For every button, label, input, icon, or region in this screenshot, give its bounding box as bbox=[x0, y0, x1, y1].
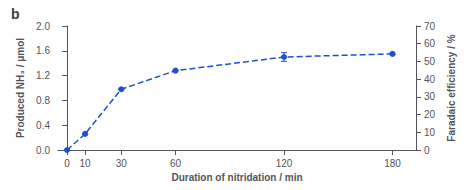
svg-text:120: 120 bbox=[276, 158, 293, 169]
svg-text:70: 70 bbox=[424, 21, 436, 32]
svg-text:b: b bbox=[11, 6, 20, 22]
svg-text:30: 30 bbox=[424, 91, 436, 102]
svg-text:1.6: 1.6 bbox=[36, 45, 50, 56]
svg-text:10: 10 bbox=[424, 127, 436, 138]
svg-text:Faradaic efficiency / %: Faradaic efficiency / % bbox=[446, 34, 457, 141]
svg-text:40: 40 bbox=[424, 74, 436, 85]
svg-text:30: 30 bbox=[116, 158, 128, 169]
svg-text:20: 20 bbox=[424, 109, 436, 120]
svg-text:1.2: 1.2 bbox=[36, 70, 50, 81]
svg-text:0: 0 bbox=[64, 158, 70, 169]
svg-text:10: 10 bbox=[80, 158, 92, 169]
svg-text:0.0: 0.0 bbox=[36, 145, 50, 156]
svg-text:50: 50 bbox=[424, 56, 436, 67]
svg-text:Duration of nitridation / min: Duration of nitridation / min bbox=[171, 172, 302, 183]
svg-text:Produced NH₃ / μmol: Produced NH₃ / μmol bbox=[15, 38, 26, 138]
svg-text:60: 60 bbox=[170, 158, 182, 169]
svg-text:2.0: 2.0 bbox=[36, 21, 50, 32]
svg-text:0.8: 0.8 bbox=[36, 95, 50, 106]
svg-text:0: 0 bbox=[424, 145, 430, 156]
svg-text:0.4: 0.4 bbox=[36, 120, 50, 131]
svg-text:60: 60 bbox=[424, 38, 436, 49]
svg-text:180: 180 bbox=[384, 158, 401, 169]
